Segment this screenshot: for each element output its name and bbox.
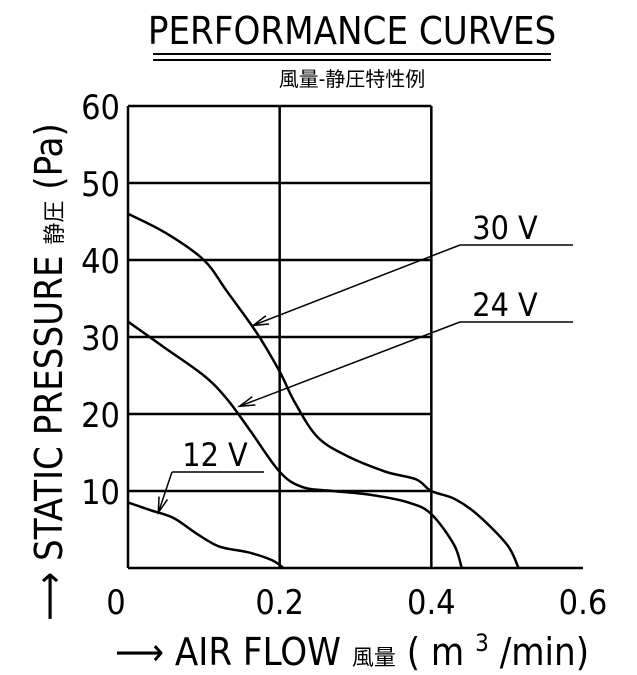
- x-axis-unit-open: (: [407, 630, 420, 674]
- annotation-arrowhead: [157, 496, 169, 516]
- y-tick-label: 40: [81, 242, 120, 282]
- annotation-arrowhead: [250, 315, 270, 327]
- x-axis-arrow: ⟶: [115, 630, 164, 674]
- x-axis-unit-m: m: [431, 630, 464, 674]
- y-tick-label: 30: [81, 319, 120, 359]
- y-axis-jp: 静圧: [43, 201, 68, 245]
- x-axis-title: AIR FLOW: [175, 630, 341, 674]
- annotation-leader: [239, 321, 461, 408]
- x-tick-label: 0.2: [255, 583, 304, 623]
- chart-title: PERFORMANCE CURVES: [148, 9, 556, 53]
- annotation-leader: [157, 471, 173, 513]
- x-tick-label: 0.6: [559, 583, 608, 623]
- x-axis-unit-rest: /min): [500, 630, 589, 674]
- x-axis-unit-exp: 3: [475, 629, 489, 657]
- y-tick-label: 10: [81, 473, 120, 513]
- y-axis-arrow: ⟶: [27, 572, 71, 621]
- y-tick-label: 20: [81, 396, 120, 436]
- y-axis-label: ⟶ STATIC PRESSURE 静圧 (Pa): [27, 123, 71, 621]
- annotation-label: 12 V: [182, 436, 248, 474]
- annotation-label: 30 V: [472, 209, 538, 247]
- x-tick-label: 0: [106, 583, 125, 623]
- tick-layer: 10 20 30 40 50 60 0 0.2 0.4 0.6: [81, 88, 607, 623]
- chart-subtitle: 風量-静圧特性例: [279, 67, 426, 91]
- annotation-layer: 30 V 24 V 12 V: [157, 209, 573, 516]
- series-line-30v: [127, 212, 520, 569]
- series-line-12v: [127, 501, 285, 570]
- x-axis-jp: 風量: [352, 646, 396, 671]
- y-axis-unit: (Pa): [27, 123, 71, 190]
- y-axis-title: STATIC PRESSURE: [27, 255, 71, 561]
- annotation-leader: [252, 244, 461, 327]
- y-tick-label: 50: [81, 165, 120, 205]
- series-line-24v: [127, 320, 463, 569]
- grid-layer: [126, 104, 583, 570]
- annotation-arrowhead: [236, 396, 256, 408]
- annotation-label: 24 V: [472, 286, 538, 324]
- x-axis-label: ⟶ AIR FLOW 風量 ( m 3 /min): [115, 616, 589, 674]
- y-tick-label: 60: [81, 88, 120, 128]
- x-tick-label: 0.4: [407, 583, 456, 623]
- series-layer: [127, 212, 520, 570]
- svg-text:⟶ STATIC PRESSURE: ⟶ STATIC PRESSURE 静圧 (Pa): [27, 123, 71, 621]
